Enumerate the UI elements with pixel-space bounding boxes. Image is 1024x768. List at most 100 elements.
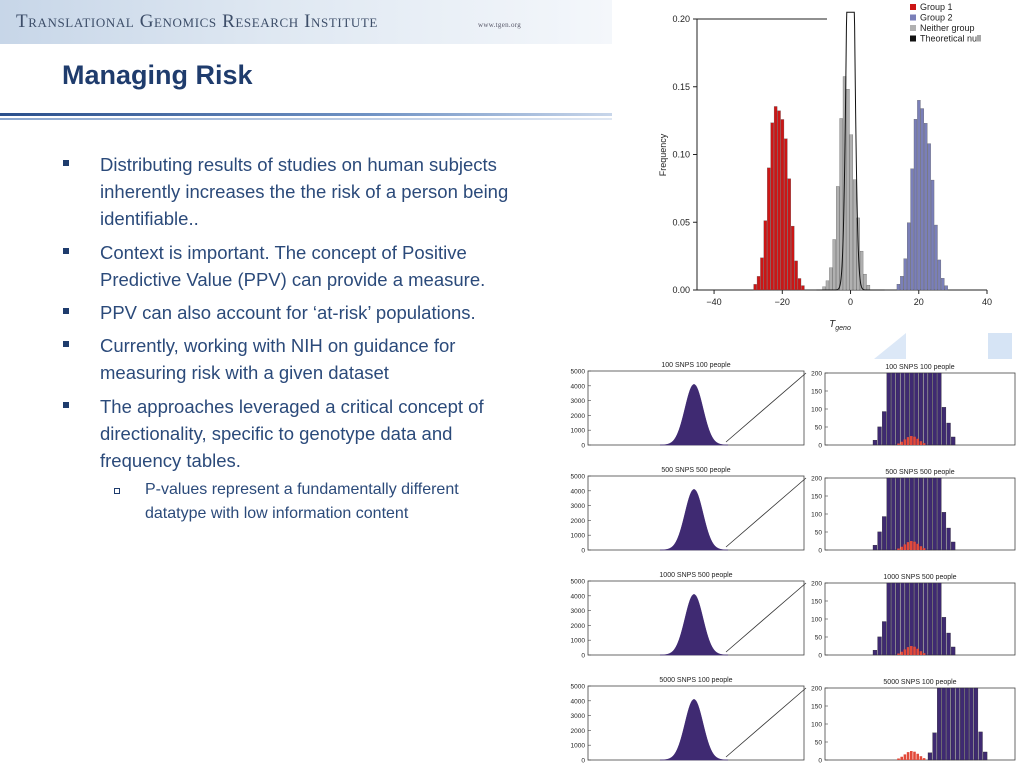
zoom-histogram-bar: [905, 582, 910, 656]
histogram-bar: [773, 106, 778, 291]
zoom-histogram-bar: [928, 582, 933, 656]
histogram-bar: [866, 284, 871, 291]
zoom-histogram-bar: [932, 372, 937, 446]
distribution-fill: [659, 699, 729, 761]
histogram-bar: [763, 220, 768, 291]
histogram-bar: [794, 260, 798, 291]
histogram-bar: [863, 273, 867, 291]
zoom-histogram-bar: [895, 582, 901, 656]
zoom-histogram-bar: [946, 422, 951, 446]
highlight-bar: [916, 543, 919, 550]
zoom-histogram-bar: [918, 372, 924, 446]
histogram-bar: [917, 100, 921, 291]
zoom-histogram-bar: [946, 632, 951, 656]
y-tick-label: 150: [811, 704, 822, 711]
panel-title: 100 SNPS 100 people: [885, 364, 954, 371]
y-tick-label: 0: [818, 653, 822, 660]
zoom-histogram-bar: [914, 372, 919, 446]
histogram-bar: [760, 257, 764, 291]
histogram-bar: [853, 179, 857, 291]
zoom-histogram-bar: [969, 687, 974, 761]
highlight-bar: [897, 548, 900, 550]
highlight-bar: [919, 546, 923, 550]
panel-frame: [824, 687, 1016, 761]
zoom-histogram-bar: [932, 732, 937, 761]
zoom-histogram-bar: [891, 372, 896, 446]
histogram-bar: [756, 276, 761, 291]
distribution-fill: [659, 384, 729, 446]
y-tick-label: 1000: [571, 743, 586, 750]
bullet-marker-icon: [63, 341, 69, 347]
y-tick-label: 0.15: [672, 82, 690, 92]
y-tick-label: 0: [818, 443, 822, 450]
panel-title: 1000 SNPS 500 people: [883, 574, 956, 581]
histogram-bar: [913, 119, 918, 291]
bullet-item: The approaches leveraged a critical conc…: [100, 396, 484, 471]
zoom-histogram-bar: [872, 649, 878, 656]
decorative-shape: [988, 333, 1012, 359]
zoom-histogram-bar: [905, 372, 910, 446]
histogram-bar: [927, 143, 931, 291]
histogram-bar: [767, 167, 771, 291]
y-tick-label: 0.00: [672, 285, 690, 295]
legend-entry: Theoretical null: [920, 34, 981, 44]
zoom-histogram-bar: [909, 372, 914, 446]
y-tick-label: 100: [811, 407, 822, 414]
zoom-histogram-bar: [900, 372, 905, 446]
zoom-connector: [725, 582, 807, 653]
histogram-bar: [900, 276, 904, 291]
histogram-bar: [791, 225, 795, 291]
zoom-histogram-bar: [900, 477, 905, 551]
histogram-bar: [944, 285, 948, 291]
histogram-bar: [777, 110, 781, 291]
y-tick-label: 5000: [571, 369, 586, 376]
histogram-bar: [825, 280, 830, 291]
zoom-histogram-bar: [937, 372, 942, 446]
highlight-bar: [913, 751, 916, 760]
organization-name: Translational Genomics Research Institut…: [16, 11, 378, 32]
histogram-bar: [797, 278, 802, 291]
legend-entry: Neither group: [920, 23, 975, 33]
histogram-bar: [780, 119, 785, 291]
zoom-histogram-bar: [900, 582, 905, 656]
distribution-fill: [659, 594, 729, 656]
highlight-bar: [916, 753, 919, 760]
highlight-bar: [910, 646, 913, 655]
y-tick-label: 0: [818, 548, 822, 555]
zoom-histogram-bar: [891, 582, 896, 656]
sub-bullet-item: P-values represent a fundamentally diffe…: [145, 481, 459, 522]
zoom-histogram-bar: [941, 687, 946, 761]
y-tick-label: 50: [815, 530, 823, 537]
y-tick-label: 4000: [571, 593, 586, 600]
bullet-marker-icon: [63, 402, 69, 408]
y-tick-label: 150: [811, 389, 822, 396]
zoom-histogram-bar: [941, 512, 947, 551]
bullet-item: Currently, working with NIH on guidance …: [100, 335, 456, 383]
histogram-bar: [753, 284, 757, 291]
theoretical-null-curve: [816, 11, 885, 291]
x-axis-label-subscript: geno: [835, 325, 851, 332]
y-tick-label: 200: [811, 371, 822, 378]
y-tick-label: 0.10: [672, 150, 690, 160]
highlight-bar: [897, 758, 900, 760]
y-tick-label: 2000: [571, 413, 586, 420]
histogram-bar: [846, 89, 850, 291]
zoom-histogram-bar: [928, 372, 933, 446]
histogram-bar: [801, 285, 805, 291]
highlight-bar: [906, 542, 910, 550]
y-tick-label: 50: [815, 740, 823, 747]
zoom-histogram-bar: [918, 582, 924, 656]
zoom-histogram-bar: [960, 687, 965, 761]
y-tick-label: 3000: [571, 503, 586, 510]
zoom-histogram-bar: [877, 426, 882, 446]
highlight-bar: [910, 436, 913, 445]
y-tick-label: 2000: [571, 728, 586, 735]
highlight-bar: [916, 438, 919, 445]
x-tick-label: 0: [848, 297, 853, 307]
legend-swatch: [910, 14, 916, 21]
highlight-bar: [906, 752, 910, 760]
zoom-histogram-bar: [914, 477, 919, 551]
highlight-bar: [913, 646, 916, 655]
y-tick-label: 200: [811, 476, 822, 483]
histogram-bar: [907, 222, 911, 291]
